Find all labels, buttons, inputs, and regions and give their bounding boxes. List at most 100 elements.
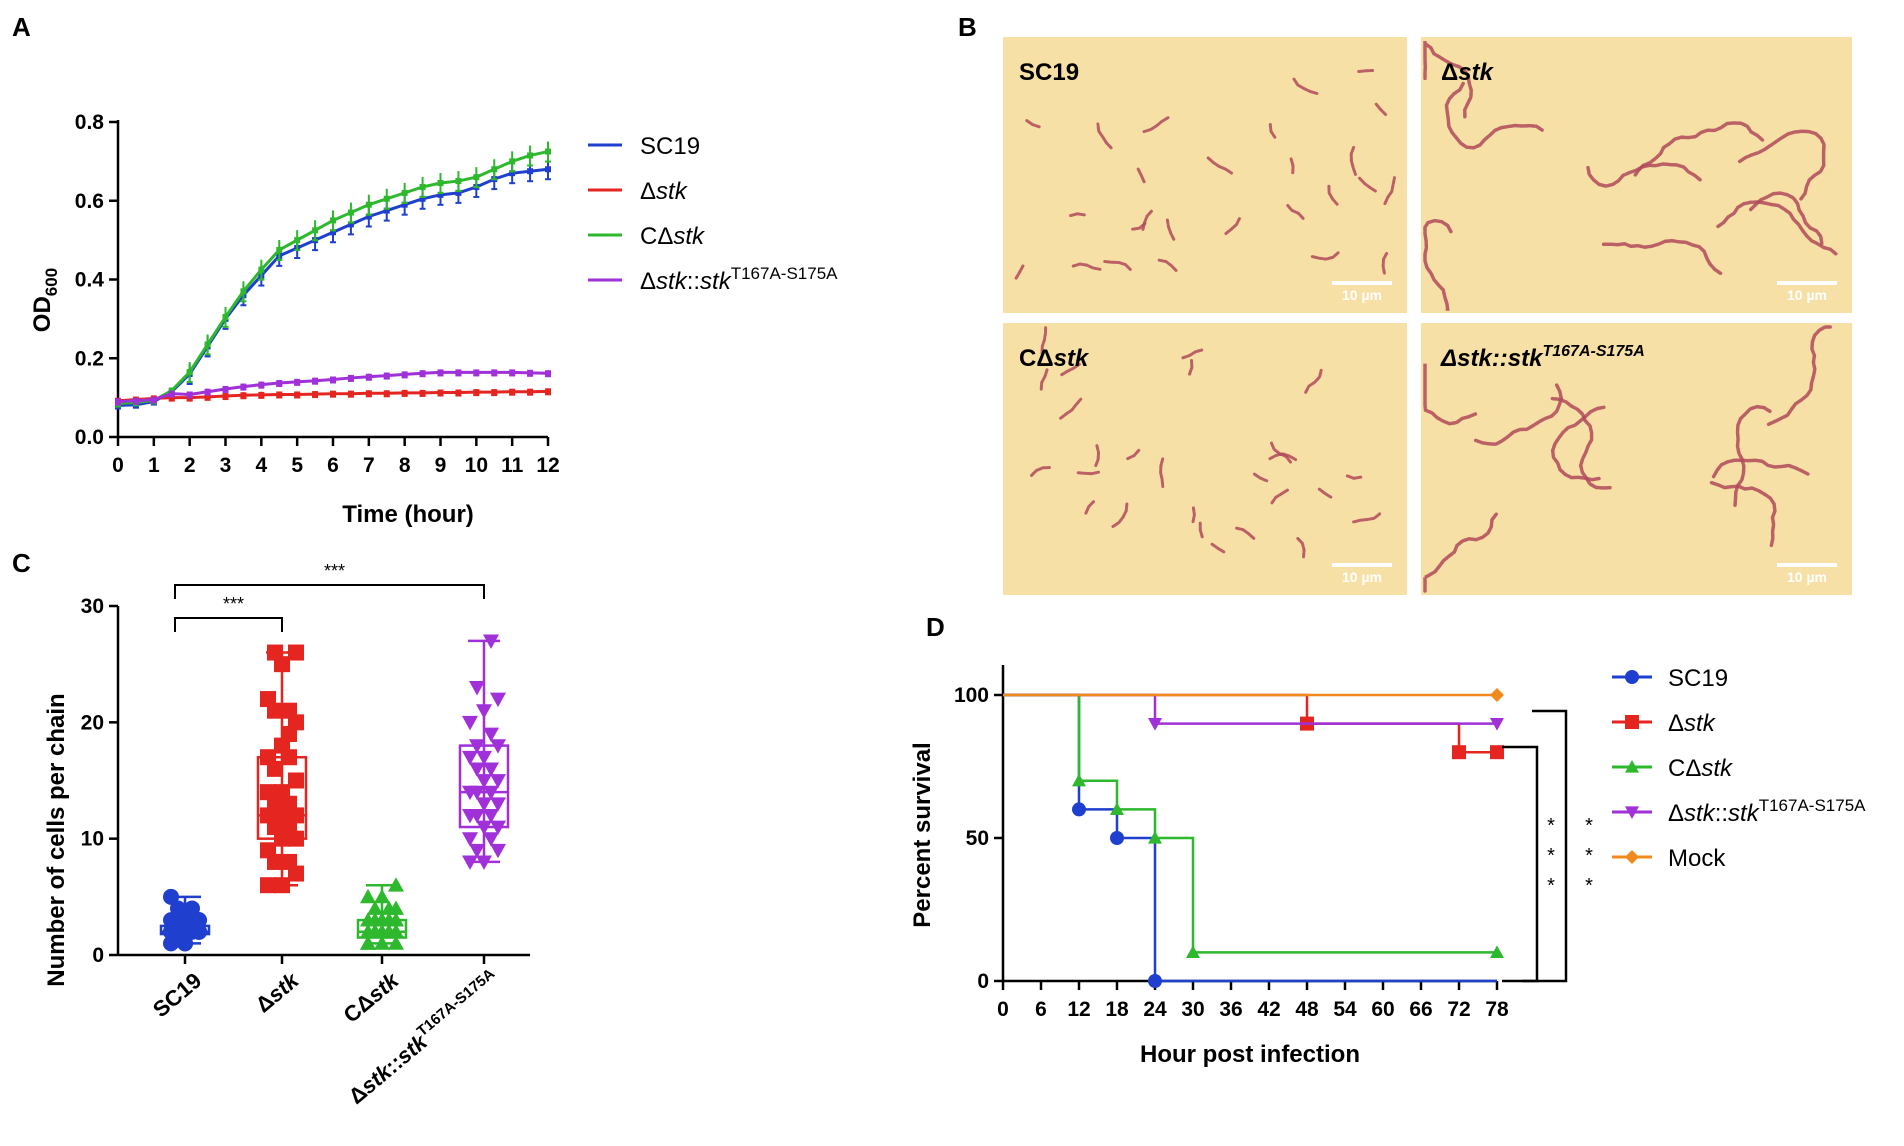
panel-c-point xyxy=(483,832,499,847)
panel-d-survival: 0 50 100 0 6 12 18 24 30 36 42 48 54 60 66 72 78 * * ** * * … xyxy=(909,665,1866,1068)
panel-a-xtick-label: 6 xyxy=(327,454,339,477)
panel-c-significance: *** *** xyxy=(174,561,485,632)
bacterial-chain xyxy=(1709,480,1777,548)
panel-c-point xyxy=(476,704,492,719)
panel-c-point xyxy=(490,774,506,789)
panel-c-point xyxy=(367,900,383,915)
panel-d-legend-marker xyxy=(1625,715,1639,729)
svg-text:OD600: OD600 xyxy=(29,268,61,332)
panel-a-point xyxy=(240,288,247,295)
panel-a-point xyxy=(437,389,444,396)
bacterial-chain xyxy=(1094,444,1101,468)
panel-d-legend-label: Δstk xyxy=(1668,710,1717,737)
panel-c-xlabel: SC19 xyxy=(148,968,206,1023)
panel-c-point xyxy=(462,832,478,847)
panel-a-point xyxy=(527,369,534,376)
panel-c-xlabel-2: CΔstk xyxy=(339,967,405,1028)
panel-c-ylabel: Number of cells per chain xyxy=(43,693,70,986)
bacterial-chain xyxy=(1317,487,1333,499)
panel-a-point xyxy=(222,385,229,392)
panel-d-step-line xyxy=(1003,693,1497,983)
panel-d-sig-label: * * * xyxy=(1585,815,1593,897)
panel-d-step-line xyxy=(1003,693,1497,954)
panel-c-point xyxy=(469,739,485,754)
panel-a-point xyxy=(294,378,301,385)
panel-a-point xyxy=(365,213,372,220)
panel-a-point xyxy=(527,388,534,395)
panel-d-point xyxy=(1490,945,1504,958)
panel-d-point xyxy=(1148,974,1162,988)
panel-a-point xyxy=(276,246,283,253)
micrograph-label: SC19 xyxy=(1019,59,1079,86)
bacterial-chain xyxy=(1473,383,1564,446)
panel-a-point xyxy=(545,388,551,395)
panel-a-point xyxy=(330,376,336,383)
panel-c-point xyxy=(374,888,390,904)
panel-c-point xyxy=(260,784,276,801)
panel-a-point xyxy=(258,266,265,273)
panel-a-point xyxy=(186,369,193,376)
panel-a-point xyxy=(491,166,498,173)
bacterial-chain xyxy=(1423,41,1473,119)
bacterial-chain xyxy=(1076,470,1100,476)
panel-a-point xyxy=(294,237,301,244)
panel-c-axes: 0 10 20 30 xyxy=(81,595,530,967)
panel-c-point xyxy=(163,935,179,952)
panel-a-point xyxy=(473,369,480,376)
panel-d-xtick-label: 66 xyxy=(1409,998,1432,1021)
bacterial-chain xyxy=(1737,129,1826,201)
panel-d-xtick-label: 24 xyxy=(1143,998,1167,1021)
bacterial-chain xyxy=(1374,102,1388,116)
micrograph-label: CΔstk xyxy=(1019,345,1090,372)
bacterial-chain xyxy=(1357,69,1375,73)
panel-a-point xyxy=(186,391,193,398)
bacterial-chain xyxy=(1310,251,1340,261)
bacterial-chain xyxy=(1069,212,1086,218)
panel-c-point xyxy=(483,762,499,777)
panel-a-point xyxy=(491,389,498,396)
panel-c-point xyxy=(483,809,499,824)
panel-label-b: B xyxy=(958,12,977,42)
panel-a-point xyxy=(276,391,283,398)
bacterial-chain xyxy=(1165,218,1176,242)
panel-c-point xyxy=(490,820,506,836)
bacterial-chain xyxy=(1381,251,1389,275)
bacterial-chain xyxy=(1270,488,1289,505)
panel-d-series-2 xyxy=(1003,693,1504,958)
panel-d-point xyxy=(1148,831,1162,844)
panel-a-point xyxy=(473,389,480,396)
panel-c-point xyxy=(483,634,499,649)
panel-c-point xyxy=(462,715,478,731)
panel-a-point xyxy=(455,189,462,196)
bacterial-chain xyxy=(1198,521,1204,539)
panel-d-xtick-label: 54 xyxy=(1333,998,1357,1021)
bacterial-chain xyxy=(1224,216,1242,236)
micrograph-tile-2: CΔstk 10 µm xyxy=(1003,323,1407,595)
panel-d-step-line xyxy=(1003,693,1497,725)
bacterial-chain xyxy=(1285,203,1305,220)
panel-a-point xyxy=(347,390,354,397)
bacterial-chain xyxy=(1327,184,1339,206)
panel-c-point xyxy=(388,923,404,939)
panel-a-point xyxy=(222,393,229,400)
panel-a-point xyxy=(401,201,408,208)
panel-c-point xyxy=(260,877,276,894)
panel-a-xtick-label: 11 xyxy=(501,454,524,477)
bacterial-chain xyxy=(1084,500,1095,515)
micrograph-tile-1: Δstk 10 µm xyxy=(1421,37,1852,313)
panel-c-point xyxy=(469,681,485,696)
bacterial-chain xyxy=(1550,405,1606,482)
panel-label-c: C xyxy=(12,548,31,578)
panel-a-point xyxy=(168,390,175,397)
bacterial-chain xyxy=(1292,77,1319,95)
panel-c-point xyxy=(462,785,478,801)
bacterial-chain xyxy=(1748,191,1824,246)
panel-d-xtick-label: 36 xyxy=(1219,998,1242,1021)
panel-c-point xyxy=(490,692,506,708)
panel-a-point xyxy=(437,180,444,187)
panel-c-sig-bracket xyxy=(174,617,283,632)
panel-a-line xyxy=(117,167,549,407)
bacterial-chain xyxy=(1423,362,1478,426)
